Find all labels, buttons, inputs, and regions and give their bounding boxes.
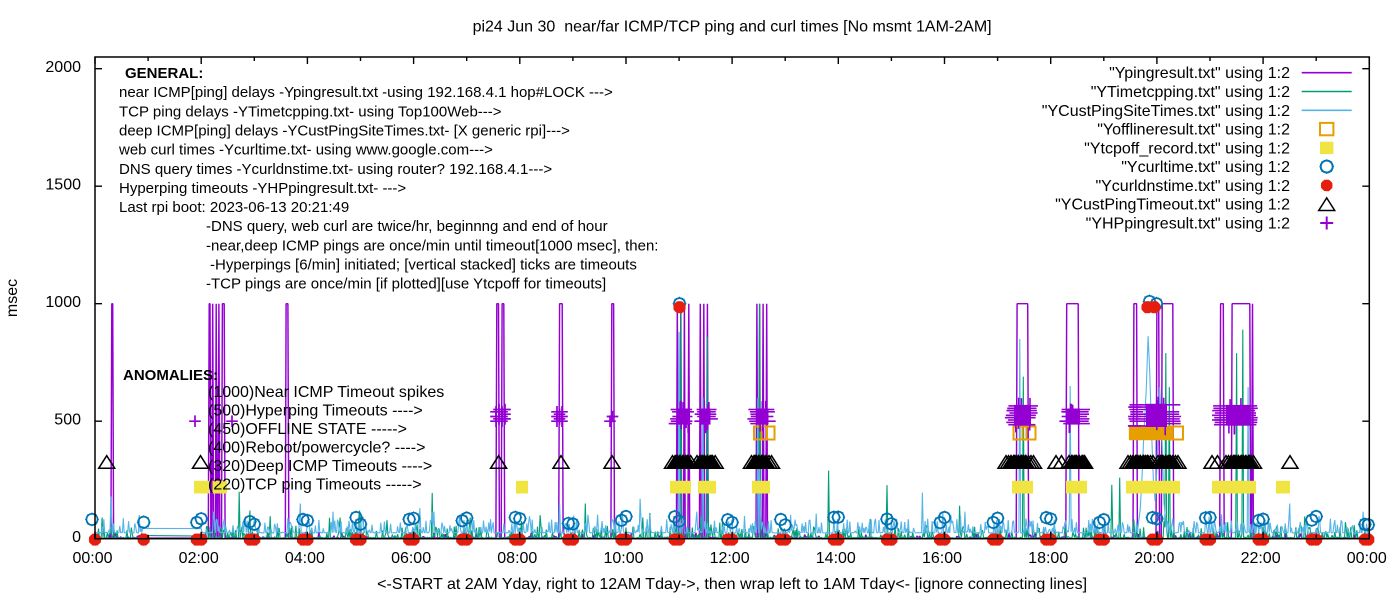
- svg-text:(500)Hyperping Timeouts ---->: (500)Hyperping Timeouts ---->: [208, 403, 423, 420]
- svg-text:GENERAL:: GENERAL:: [125, 65, 203, 82]
- svg-text:<-START at 2AM Yday, right to: <-START at 2AM Yday, right to 12AM Tday-…: [377, 576, 1087, 593]
- svg-text:16:00: 16:00: [922, 550, 962, 567]
- svg-text:08:00: 08:00: [497, 550, 537, 567]
- svg-text:00:00: 00:00: [72, 550, 112, 567]
- svg-text:pi24 Jun 30 near/far ICMP/TCP: pi24 Jun 30 near/far ICMP/TCP ping and c…: [473, 18, 992, 35]
- svg-text:18:00: 18:00: [1028, 550, 1068, 567]
- svg-text:04:00: 04:00: [285, 550, 325, 567]
- svg-text:500: 500: [54, 412, 81, 429]
- svg-text:"YCustPingSiteTimes.txt" using: "YCustPingSiteTimes.txt" using 1:2: [1042, 103, 1290, 120]
- svg-text:20:00: 20:00: [1134, 550, 1174, 567]
- svg-text:deep ICMP[ping] delays -YCustP: deep ICMP[ping] delays -YCustPingSiteTim…: [119, 122, 570, 139]
- svg-text:10:00: 10:00: [603, 550, 643, 567]
- svg-text:(220)TCP ping Timeouts ----->: (220)TCP ping Timeouts ----->: [208, 477, 422, 494]
- svg-text:TCP ping delays -YTimetcpping.: TCP ping delays -YTimetcpping.txt- using…: [119, 103, 502, 120]
- svg-text:2000: 2000: [45, 59, 81, 76]
- svg-text:1500: 1500: [45, 177, 81, 194]
- svg-text:"YTimetcpping.txt" using 1:2: "YTimetcpping.txt" using 1:2: [1091, 84, 1290, 101]
- svg-text:web curl times -Ycurltime.txt-: web curl times -Ycurltime.txt- using www…: [118, 142, 493, 159]
- svg-text:ANOMALIES:: ANOMALIES:: [123, 367, 218, 384]
- svg-text:DNS query times -Ycurldnstime.: DNS query times -Ycurldnstime.txt- using…: [119, 161, 552, 178]
- svg-text:06:00: 06:00: [391, 550, 431, 567]
- svg-text:"YHPpingresult.txt" using 1:2: "YHPpingresult.txt" using 1:2: [1086, 216, 1290, 233]
- svg-text:02:00: 02:00: [179, 550, 219, 567]
- svg-text:Hyperping timeouts -YHPpingres: Hyperping timeouts -YHPpingresult.txt- -…: [119, 180, 406, 197]
- svg-text:(400)Reboot/powercycle? ---->: (400)Reboot/powercycle? ---->: [208, 440, 425, 457]
- svg-text:"Ycurldnstime.txt" using 1:2: "Ycurldnstime.txt" using 1:2: [1095, 178, 1290, 195]
- svg-text:-TCP pings are once/min [if pl: -TCP pings are once/min [if plotted][use…: [206, 276, 606, 293]
- svg-text:"Ytcpoff_record.txt" using 1:2: "Ytcpoff_record.txt" using 1:2: [1084, 140, 1290, 157]
- svg-text:"Ypingresult.txt" using 1:2: "Ypingresult.txt" using 1:2: [1109, 65, 1290, 82]
- svg-text:msec: msec: [4, 279, 21, 317]
- svg-text:"Yofflineresult.txt" using 1:2: "Yofflineresult.txt" using 1:2: [1097, 122, 1290, 139]
- svg-text:22:00: 22:00: [1241, 550, 1281, 567]
- svg-text:(450)OFFLINE STATE ----->: (450)OFFLINE STATE ----->: [208, 421, 407, 438]
- svg-text:(320)Deep ICMP Timeouts ---->: (320)Deep ICMP Timeouts ---->: [208, 458, 432, 475]
- svg-text:1000: 1000: [45, 294, 81, 311]
- svg-text:"YCustPingTimeout.txt" using 1: "YCustPingTimeout.txt" using 1:2: [1055, 197, 1290, 214]
- svg-text:14:00: 14:00: [816, 550, 856, 567]
- svg-text:0: 0: [72, 529, 81, 546]
- svg-text:-near,deep ICMP pings are once: -near,deep ICMP pings are once/min until…: [206, 237, 658, 254]
- svg-text:Last rpi boot: 2023-06-13 20:2: Last rpi boot: 2023-06-13 20:21:49: [119, 199, 349, 216]
- svg-text:-DNS query, web curl are twice: -DNS query, web curl are twice/hr, begin…: [206, 218, 608, 235]
- svg-text:"Ycurltime.txt" using 1:2: "Ycurltime.txt" using 1:2: [1121, 159, 1290, 176]
- svg-text:near ICMP[ping] delays -Ypingr: near ICMP[ping] delays -Ypingresult.txt …: [119, 84, 613, 101]
- svg-text:00:00: 00:00: [1347, 550, 1387, 567]
- svg-text:-Hyperpings [6/min] initiated;: -Hyperpings [6/min] initiated; [vertical…: [210, 257, 637, 274]
- svg-text:(1000)Near ICMP Timeout spikes: (1000)Near ICMP Timeout spikes: [208, 384, 444, 401]
- svg-text:12:00: 12:00: [710, 550, 750, 567]
